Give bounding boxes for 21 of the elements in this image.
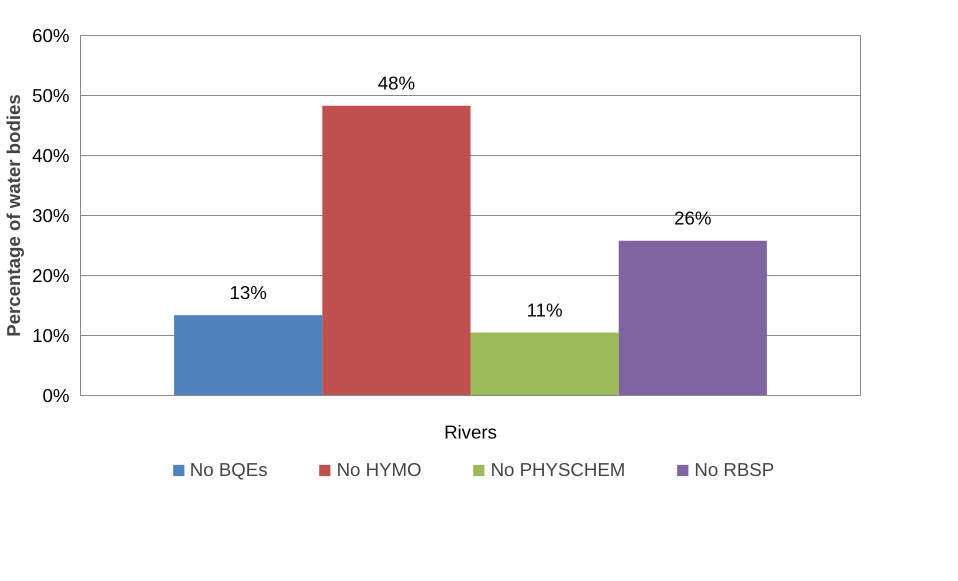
y-tick-label: 60% — [32, 25, 70, 46]
bar — [174, 315, 322, 396]
y-tick-label: 0% — [42, 385, 70, 406]
x-tick-label: Rivers — [444, 422, 497, 442]
y-tick-label: 40% — [32, 145, 70, 166]
data-label: 11% — [526, 300, 563, 320]
data-label: 48% — [378, 72, 416, 94]
legend-label: No PHYSCHEM — [490, 459, 626, 481]
bar — [322, 106, 470, 396]
bar — [618, 240, 767, 396]
y-axis-title: Percentage of water bodies — [3, 94, 24, 337]
data-label: 13% — [230, 282, 267, 304]
legend-label: No RBSP — [694, 459, 774, 481]
bar — [470, 332, 619, 396]
legend-label: No HYMO — [336, 459, 422, 481]
data-label: 26% — [674, 208, 712, 229]
y-tick-label: 50% — [32, 85, 70, 106]
y-tick-label: 10% — [32, 325, 70, 346]
y-tick-label: 30% — [32, 205, 70, 226]
legend-label: No BQEs — [190, 459, 268, 481]
y-tick-label: 20% — [32, 265, 70, 286]
